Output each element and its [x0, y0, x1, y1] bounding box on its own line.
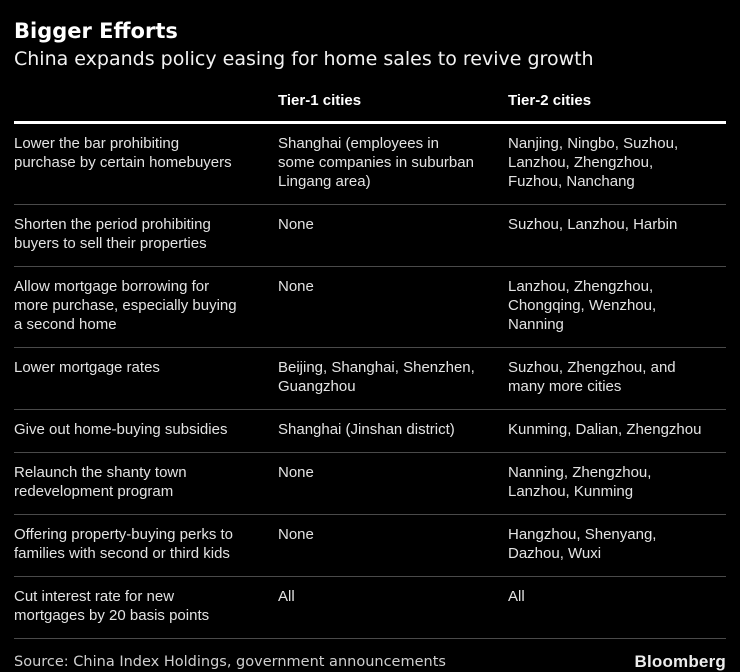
tier2-cell: Lanzhou, Zhengzhou, Chongqing, Wenzhou, … — [508, 266, 726, 348]
tier1-cell: All — [278, 576, 508, 639]
tier1-cell: None — [278, 514, 508, 577]
tier2-cell: Suzhou, Zhengzhou, and many more cities — [508, 347, 726, 410]
policy-cell: Lower mortgage rates — [14, 347, 278, 410]
tier1-cell: None — [278, 452, 508, 515]
policy-cell: Relaunch the shanty town redevelopment p… — [14, 452, 278, 515]
table-row: Relaunch the shanty town redevelopment p… — [14, 452, 726, 515]
tier1-cell: Beijing, Shanghai, Shenzhen, Guangzhou — [278, 347, 508, 410]
tier1-cell: Shanghai (Jinshan district) — [278, 409, 508, 453]
table-header-row: Tier-1 cities Tier-2 cities — [14, 92, 726, 124]
policy-cell: Offering property-buying perks to famili… — [14, 514, 278, 577]
table-row: Give out home-buying subsidies Shanghai (… — [14, 409, 726, 453]
policy-cell: Lower the bar prohibiting purchase by ce… — [14, 122, 278, 205]
policy-cell: Give out home-buying subsidies — [14, 409, 278, 453]
tier2-cell: Hangzhou, Shenyang, Dazhou, Wuxi — [508, 514, 726, 577]
table-row: Offering property-buying perks to famili… — [14, 514, 726, 577]
footer: Source: China Index Holdings, government… — [14, 652, 726, 672]
tier2-cell: Suzhou, Lanzhou, Harbin — [508, 204, 726, 267]
table-row: Shorten the period prohibiting buyers to… — [14, 204, 726, 267]
tier2-cell: Nanning, Zhengzhou, Lanzhou, Kunming — [508, 452, 726, 515]
policy-table: Tier-1 cities Tier-2 cities Lower the ba… — [14, 92, 726, 639]
tier2-cell: Kunming, Dalian, Zhengzhou — [508, 409, 726, 453]
tier1-cell: Shanghai (employees in some companies in… — [278, 122, 508, 205]
table-row: Lower mortgage rates Beijing, Shanghai, S… — [14, 347, 726, 410]
bloomberg-logo: Bloomberg — [634, 652, 726, 671]
table-row: Allow mortgage borrowing for more purcha… — [14, 266, 726, 348]
column-header-tier1: Tier-1 cities — [278, 92, 508, 124]
page-subtitle: China expands policy easing for home sal… — [14, 48, 594, 70]
policy-cell: Cut interest rate for new mortgages by 2… — [14, 576, 278, 639]
table-row: Cut interest rate for new mortgages by 2… — [14, 576, 726, 639]
policy-cell: Shorten the period prohibiting buyers to… — [14, 204, 278, 267]
page-title: Bigger Efforts — [14, 19, 178, 43]
tier2-cell: Nanjing, Ningbo, Suzhou, Lanzhou, Zhengz… — [508, 122, 726, 205]
column-header-tier2: Tier-2 cities — [508, 92, 726, 124]
source-note: Source: China Index Holdings, government… — [14, 654, 446, 670]
policy-cell: Allow mortgage borrowing for more purcha… — [14, 266, 278, 348]
tier2-cell: All — [508, 576, 726, 639]
table-row: Lower the bar prohibiting purchase by ce… — [14, 122, 726, 205]
column-header-policy — [14, 92, 278, 124]
tier1-cell: None — [278, 266, 508, 348]
tier1-cell: None — [278, 204, 508, 267]
